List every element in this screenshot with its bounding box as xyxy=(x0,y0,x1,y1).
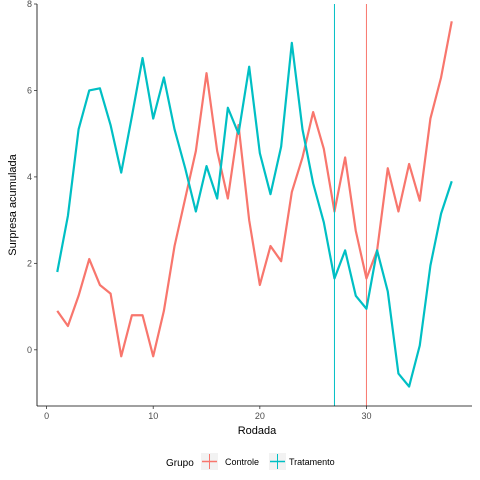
legend-item-tratamento: Tratamento xyxy=(269,453,335,470)
legend-label-controle: Controle xyxy=(225,457,259,467)
y-tick-label: 4 xyxy=(27,172,32,182)
series-line-controle xyxy=(56,21,453,358)
series-line-tratamento xyxy=(56,41,453,388)
x-tick-label: 30 xyxy=(361,411,371,421)
legend-title: Grupo xyxy=(166,458,194,469)
legend: Grupo Controle Tratamento xyxy=(166,453,335,470)
y-tick-label: 6 xyxy=(27,85,32,95)
legend-label-tratamento: Tratamento xyxy=(289,457,335,467)
y-tick-label: 8 xyxy=(27,0,32,9)
legend-item-controle: Controle xyxy=(201,453,259,470)
x-axis-title: Rodada xyxy=(238,425,277,437)
y-tick-label: 2 xyxy=(27,258,32,268)
x-tick-label: 10 xyxy=(148,411,158,421)
axes: 0 10 20 30 0 2 4 6 8 xyxy=(27,0,472,421)
x-tick-label: 20 xyxy=(255,411,265,421)
y-tick-label: 0 xyxy=(27,345,32,355)
y-axis-title: Surpresa acumulada xyxy=(7,153,19,255)
x-tick-label: 0 xyxy=(44,411,49,421)
plot-area xyxy=(56,4,453,406)
